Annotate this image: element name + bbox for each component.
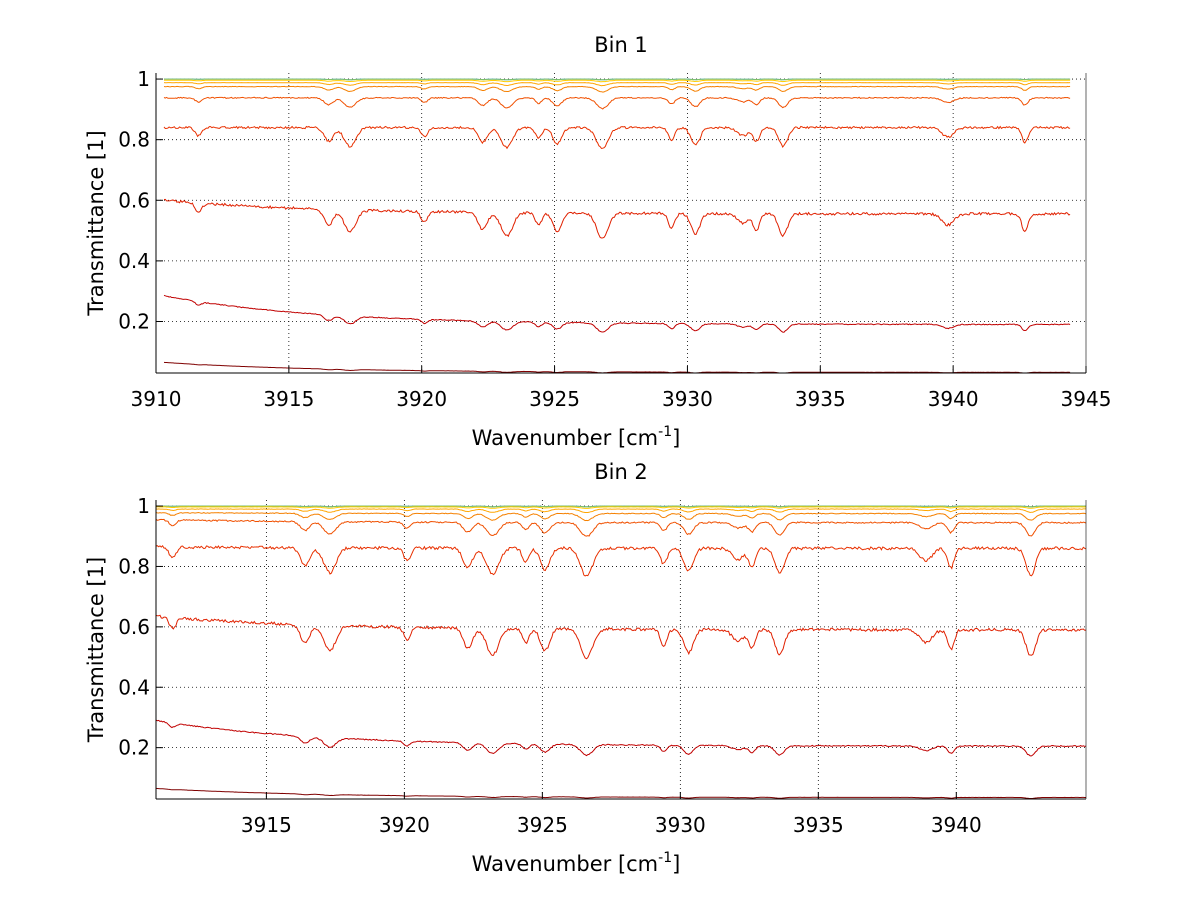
chart-title: Bin 2	[594, 460, 648, 484]
y-tick-label: 0.6	[118, 615, 150, 639]
y-tick-label: 0.4	[118, 249, 150, 273]
y-tick-label: 1	[137, 494, 150, 518]
y-tick-label: 0.8	[118, 128, 150, 152]
series-line-level-6	[163, 85, 1071, 93]
x-tick-label: 3910	[131, 387, 182, 411]
x-tick-label: 3925	[517, 813, 568, 837]
y-tick-label: 0.4	[118, 675, 150, 699]
x-tick-label: 3915	[263, 387, 314, 411]
series-line-level-2	[156, 719, 1086, 757]
y-axis-title: Transmittance [1]	[84, 130, 108, 316]
y-tick-label: 0.2	[118, 309, 150, 333]
series-line-level-8	[164, 79, 1071, 83]
x-tick-label: 3945	[1061, 387, 1112, 411]
x-tick-label: 3915	[241, 813, 292, 837]
x-tick-label: 3925	[529, 387, 580, 411]
series-line-level-7	[163, 82, 1071, 87]
series-line-level-7	[156, 508, 1086, 514]
x-tick-label: 3940	[931, 813, 982, 837]
series-line-level-4	[163, 125, 1071, 150]
series-line-level-1	[163, 361, 1071, 373]
series-line-level-5	[156, 518, 1086, 537]
x-tick-label: 3920	[379, 813, 430, 837]
series-line-level-2	[163, 294, 1071, 333]
x-tick-label: 3930	[655, 813, 706, 837]
series-line-level-8	[156, 506, 1086, 509]
series-group	[156, 505, 1086, 799]
y-tick-label: 0.6	[118, 188, 150, 212]
y-tick-label: 1	[137, 67, 150, 91]
x-tick-label: 3930	[662, 387, 713, 411]
x-tick-label: 3920	[396, 387, 447, 411]
subplot-1: 3910 3915 3920 3925 3930 3935 3940 3945 0.2 0.4 0.…	[84, 33, 1111, 450]
series-line-level-1	[156, 787, 1086, 799]
series-line-level-4	[156, 544, 1086, 577]
series-line-level-9	[156, 505, 1086, 508]
series-line-level-3	[163, 198, 1071, 239]
series-line-level-6	[156, 511, 1086, 522]
chart-title: Bin 1	[594, 33, 648, 57]
series-group	[163, 78, 1071, 373]
series-line-level-9	[164, 78, 1071, 81]
x-axis-title: Wavenumber [cm-1]	[472, 850, 681, 876]
series-line-level-3	[156, 614, 1086, 660]
x-tick-label: 3935	[793, 813, 844, 837]
x-tick-label: 3935	[795, 387, 846, 411]
x-axis-title: Wavenumber [cm-1]	[472, 424, 681, 450]
y-tick-label: 0.8	[118, 554, 150, 578]
x-tick-label: 3940	[928, 387, 979, 411]
y-tick-label: 0.2	[118, 736, 150, 760]
y-axis-title: Transmittance [1]	[84, 557, 108, 743]
series-line-level-5	[163, 96, 1071, 110]
subplot-2: 3915 3920 3925 3930 3935 3940 0.2 0.4 0.6 0.8 1 Bin…	[84, 460, 1087, 876]
